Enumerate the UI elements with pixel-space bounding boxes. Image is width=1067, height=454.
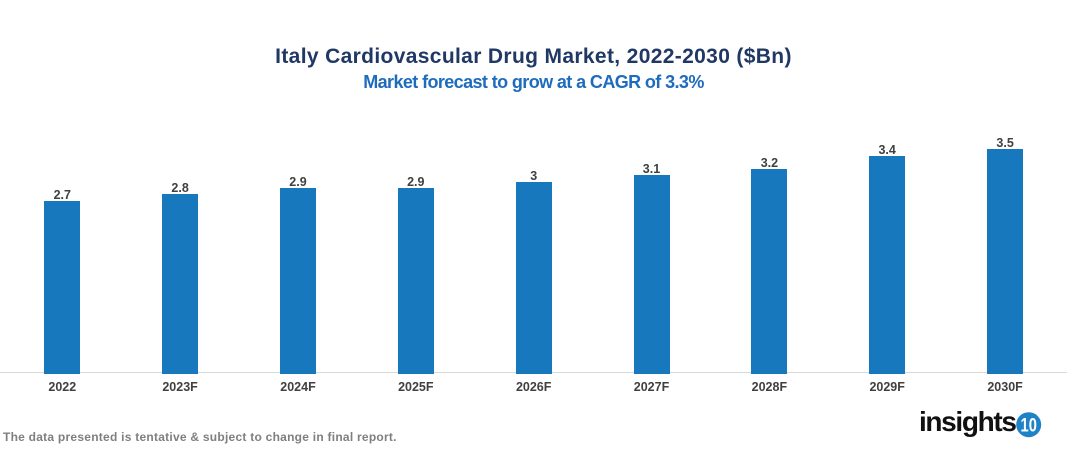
svg-text:10: 10 [1021,416,1037,437]
